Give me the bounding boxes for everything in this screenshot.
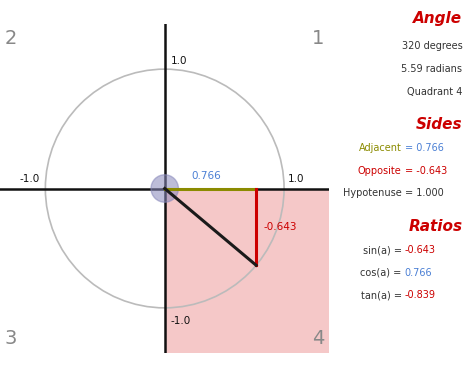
Text: Angle: Angle [413, 11, 463, 26]
Text: Hypotenuse: Hypotenuse [343, 188, 401, 199]
Text: tan(a) =: tan(a) = [361, 290, 401, 300]
Text: 2: 2 [5, 29, 17, 48]
Text: 0.766: 0.766 [405, 268, 432, 278]
Text: Opposite: Opposite [358, 166, 401, 176]
Text: -0.643: -0.643 [405, 245, 436, 255]
Bar [164, 188, 329, 353]
Text: 1.0: 1.0 [171, 55, 187, 66]
Text: -1.0: -1.0 [19, 174, 39, 184]
Text: = 1.000: = 1.000 [405, 188, 443, 199]
Text: -0.839: -0.839 [405, 290, 436, 300]
Text: 320 degrees: 320 degrees [401, 41, 463, 52]
Text: cos(a) =: cos(a) = [360, 268, 401, 278]
Text: Ratios: Ratios [408, 219, 463, 234]
Text: 5.59 radians: 5.59 radians [401, 64, 463, 74]
Circle shape [151, 175, 178, 202]
Text: 3: 3 [5, 329, 17, 348]
Text: -0.643: -0.643 [263, 222, 297, 232]
Text: Adjacent: Adjacent [359, 143, 401, 153]
Text: Quadrant 4: Quadrant 4 [407, 87, 463, 97]
Text: 1: 1 [312, 29, 325, 48]
Text: 0.766: 0.766 [191, 171, 221, 181]
Text: = -0.643: = -0.643 [405, 166, 447, 176]
Text: sin(a) =: sin(a) = [363, 245, 401, 255]
Text: -1.0: -1.0 [171, 316, 191, 326]
Text: 1.0: 1.0 [288, 174, 304, 184]
Text: = 0.766: = 0.766 [405, 143, 444, 153]
Text: Sides: Sides [416, 117, 463, 132]
Text: 4: 4 [312, 329, 325, 348]
